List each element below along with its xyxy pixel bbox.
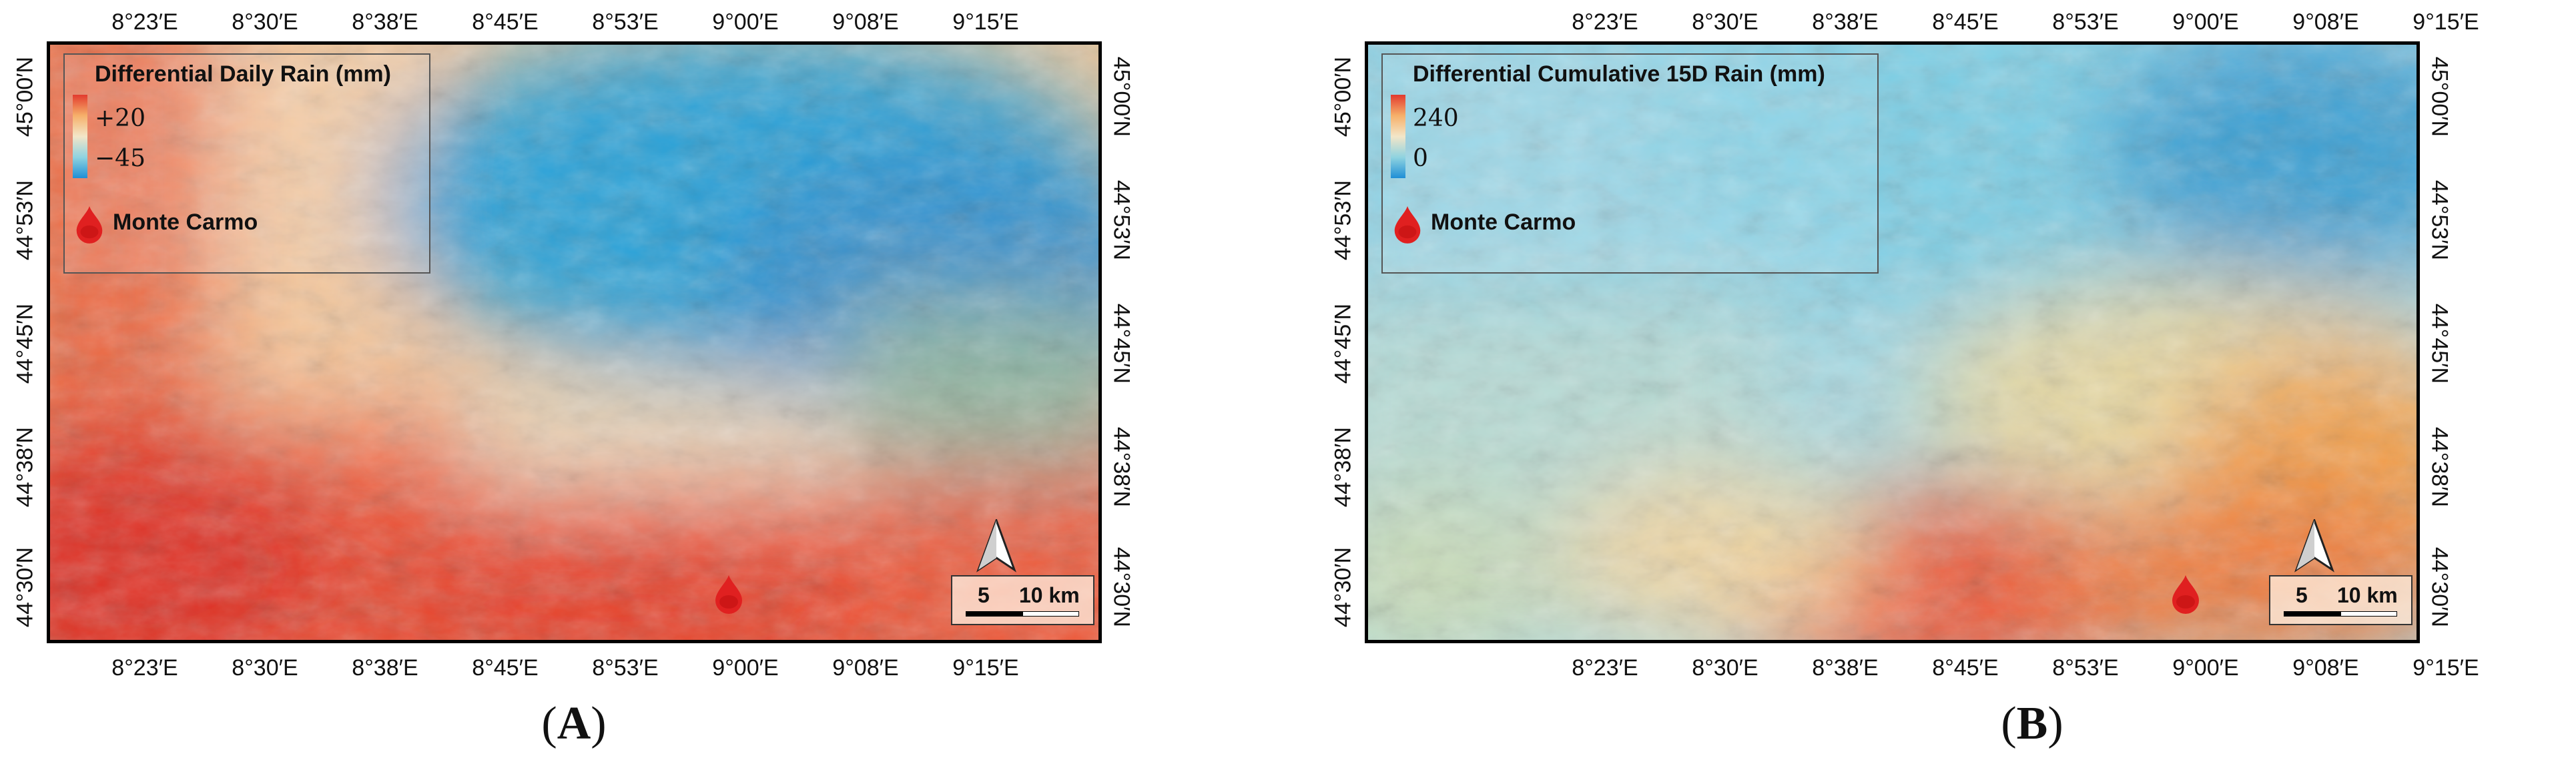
lon-tick: 8°30′E <box>1692 9 1758 35</box>
map-frame <box>1365 41 2420 643</box>
lon-tick: 8°53′E <box>2052 655 2119 681</box>
legend-max-label: +20 <box>95 105 145 132</box>
scale-bar: 5 10 km <box>2269 575 2412 625</box>
label-close: ) <box>2047 698 2063 749</box>
lon-tick: 9°15′E <box>2412 655 2479 681</box>
lat-tick: 45°00′N <box>1108 56 1135 137</box>
lon-tick: 9°15′E <box>952 655 1019 681</box>
lat-tick: 44°45′N <box>1330 303 1356 384</box>
lon-tick: 8°23′E <box>111 9 178 35</box>
lat-tick: 44°38′N <box>2427 426 2453 508</box>
legend-max-label: 240 <box>1413 105 1459 132</box>
lon-tick: 8°30′E <box>1692 655 1758 681</box>
monte-carmo-marker-icon <box>76 206 103 244</box>
label-close: ) <box>591 698 607 749</box>
lat-tick: 44°30′N <box>1108 546 1135 628</box>
north-arrow-icon <box>976 519 1016 572</box>
lat-tick: 44°38′N <box>1330 426 1356 508</box>
lat-tick: 44°30′N <box>1330 546 1356 628</box>
lat-tick: 44°53′N <box>1330 179 1356 261</box>
legend-place-label: Monte Carmo <box>113 210 258 235</box>
lon-tick: 8°45′E <box>472 9 539 35</box>
lon-tick: 8°30′E <box>232 9 298 35</box>
lat-tick: 44°45′N <box>12 303 38 384</box>
label-open: ( <box>541 698 557 749</box>
legend-min-label: 0 <box>1413 145 1428 172</box>
scale-bar: 5 10 km <box>951 575 1094 625</box>
panel-label-b: (B) <box>2001 697 2063 751</box>
lat-tick: 45°00′N <box>12 56 38 137</box>
north-arrow-icon <box>2294 519 2334 572</box>
lon-tick: 8°30′E <box>232 655 298 681</box>
monte-carmo-marker-icon <box>1394 206 1421 244</box>
legend-min-label: −45 <box>95 145 145 172</box>
lat-tick: 45°00′N <box>2427 56 2453 137</box>
lon-tick: 8°38′E <box>1812 9 1879 35</box>
lon-tick: 9°00′E <box>712 655 779 681</box>
color-scale-bar <box>1391 95 1405 178</box>
scale-label-10: 10 km <box>2337 583 2398 607</box>
lon-tick: 8°45′E <box>1932 655 1999 681</box>
monte-carmo-marker-icon <box>715 575 742 614</box>
lon-tick: 8°38′E <box>352 9 418 35</box>
lon-tick: 9°00′E <box>712 9 779 35</box>
lon-tick: 8°53′E <box>592 9 659 35</box>
scale-line <box>2284 611 2397 617</box>
lon-tick: 9°08′E <box>2292 655 2359 681</box>
lon-tick: 9°00′E <box>2172 655 2239 681</box>
lon-tick: 9°08′E <box>2292 9 2359 35</box>
scale-label-10: 10 km <box>1019 583 1080 607</box>
legend-title: Differential Daily Rain (mm) <box>95 61 391 87</box>
lon-tick: 9°00′E <box>2172 9 2239 35</box>
lat-tick: 44°45′N <box>2427 303 2453 384</box>
panel-a: 8°23′E 8°30′E 8°38′E 8°45′E 8°53′E 9°00′… <box>0 0 1255 770</box>
map-frame <box>47 41 1102 643</box>
label-letter: B <box>2016 698 2048 749</box>
rain-map-raster <box>50 45 1098 640</box>
lon-tick: 8°53′E <box>592 655 659 681</box>
legend-title: Differential Cumulative 15D Rain (mm) <box>1413 61 1825 87</box>
map-legend: Differential Cumulative 15D Rain (mm) 24… <box>1381 53 1879 274</box>
scale-label-5: 5 <box>978 583 990 607</box>
rain-map-raster <box>1368 45 2417 640</box>
lon-tick: 8°38′E <box>1812 655 1879 681</box>
lon-tick: 8°45′E <box>1932 9 1999 35</box>
lon-tick: 8°23′E <box>1572 655 1638 681</box>
lat-tick: 44°53′N <box>1108 179 1135 261</box>
panel-b: 8°23′E 8°30′E 8°38′E 8°45′E 8°53′E 9°00′… <box>1318 0 2573 770</box>
scale-line <box>966 611 1079 617</box>
lon-tick: 9°15′E <box>952 9 1019 35</box>
lat-tick: 44°53′N <box>12 179 38 261</box>
panel-label-a: (A) <box>541 697 606 751</box>
color-scale-bar <box>73 95 87 178</box>
lat-tick: 45°00′N <box>1330 56 1356 137</box>
label-letter: A <box>557 698 591 749</box>
scale-label-5: 5 <box>2296 583 2308 607</box>
lat-tick: 44°30′N <box>12 546 38 628</box>
lat-tick: 44°53′N <box>2427 179 2453 261</box>
map-legend: Differential Daily Rain (mm) +20 −45 Mon… <box>63 53 430 274</box>
lon-tick: 8°23′E <box>111 655 178 681</box>
lat-tick: 44°38′N <box>1108 426 1135 508</box>
label-open: ( <box>2001 698 2017 749</box>
lon-tick: 8°23′E <box>1572 9 1638 35</box>
lon-tick: 9°08′E <box>832 9 899 35</box>
lon-tick: 9°15′E <box>2412 9 2479 35</box>
lat-tick: 44°30′N <box>2427 546 2453 628</box>
lon-tick: 8°45′E <box>472 655 539 681</box>
lon-tick: 8°38′E <box>352 655 418 681</box>
legend-place-label: Monte Carmo <box>1431 210 1576 235</box>
lon-tick: 8°53′E <box>2052 9 2119 35</box>
lon-tick: 9°08′E <box>832 655 899 681</box>
lat-tick: 44°45′N <box>1108 303 1135 384</box>
monte-carmo-marker-icon <box>2172 575 2199 614</box>
lat-tick: 44°38′N <box>12 426 38 508</box>
